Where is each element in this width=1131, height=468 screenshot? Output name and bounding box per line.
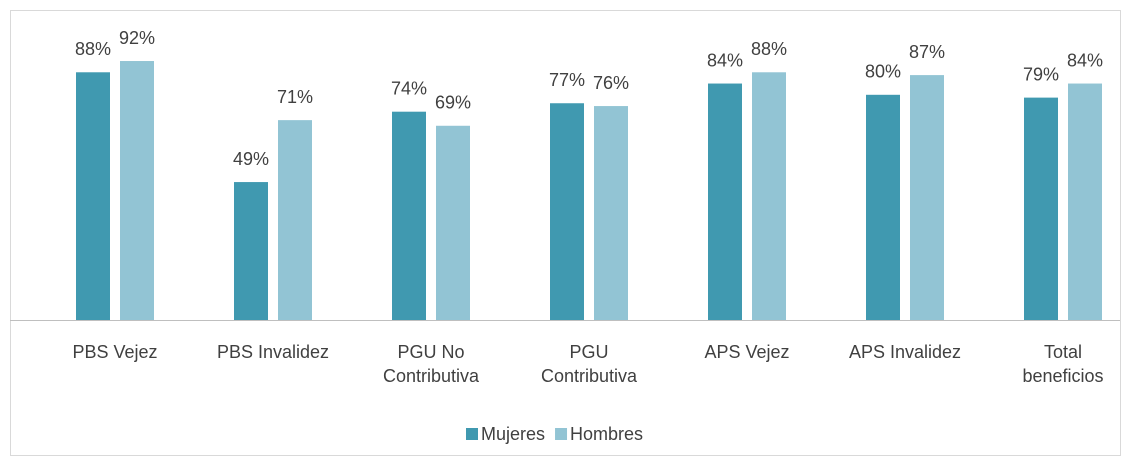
bar (752, 72, 786, 320)
x-tick-label: PGU Contributiva (540, 342, 638, 386)
bar (910, 75, 944, 320)
x-tick-label: PBS Vejez (72, 342, 158, 362)
bar (594, 106, 628, 320)
data-label: 49% (233, 149, 269, 169)
x-tick-label: Total beneficios (1022, 342, 1104, 386)
data-label: 77% (549, 70, 585, 90)
data-label: 88% (75, 39, 111, 59)
bar (120, 61, 154, 321)
data-label: 79% (1023, 64, 1059, 84)
bar (436, 125, 470, 320)
x-tick-label: APS Invalidez (848, 342, 962, 362)
bar (550, 103, 584, 321)
bar (866, 94, 900, 320)
data-label: 84% (707, 50, 743, 70)
bar (392, 111, 426, 320)
bar (278, 120, 312, 320)
legend-swatch (466, 428, 478, 440)
legend-swatch (555, 428, 568, 440)
data-label: 69% (435, 93, 471, 113)
data-label: 84% (1067, 50, 1103, 70)
data-label: 71% (277, 87, 313, 107)
data-label: 80% (865, 62, 901, 82)
x-tick-label: APS Vejez (704, 342, 790, 362)
data-label: 92% (119, 28, 155, 48)
legend-label: Hombres (570, 424, 643, 444)
data-label: 87% (909, 42, 945, 62)
bar (1068, 83, 1102, 320)
bar (1024, 97, 1058, 321)
legend-label: Mujeres (481, 424, 545, 444)
data-label: 88% (751, 39, 787, 59)
bar (76, 72, 110, 320)
data-label: 74% (391, 78, 427, 98)
x-tick-label: PBS Invalidez (216, 342, 330, 362)
chart-frame (10, 10, 1121, 456)
bar (234, 182, 268, 320)
x-tick-label: PGU No Contributiva (382, 342, 480, 386)
bar (708, 83, 742, 320)
data-label: 76% (593, 73, 629, 93)
